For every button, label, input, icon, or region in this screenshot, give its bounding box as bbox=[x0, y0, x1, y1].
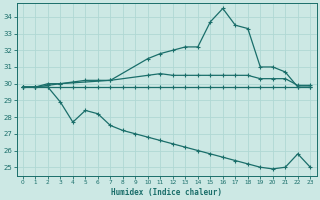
X-axis label: Humidex (Indice chaleur): Humidex (Indice chaleur) bbox=[111, 188, 222, 197]
